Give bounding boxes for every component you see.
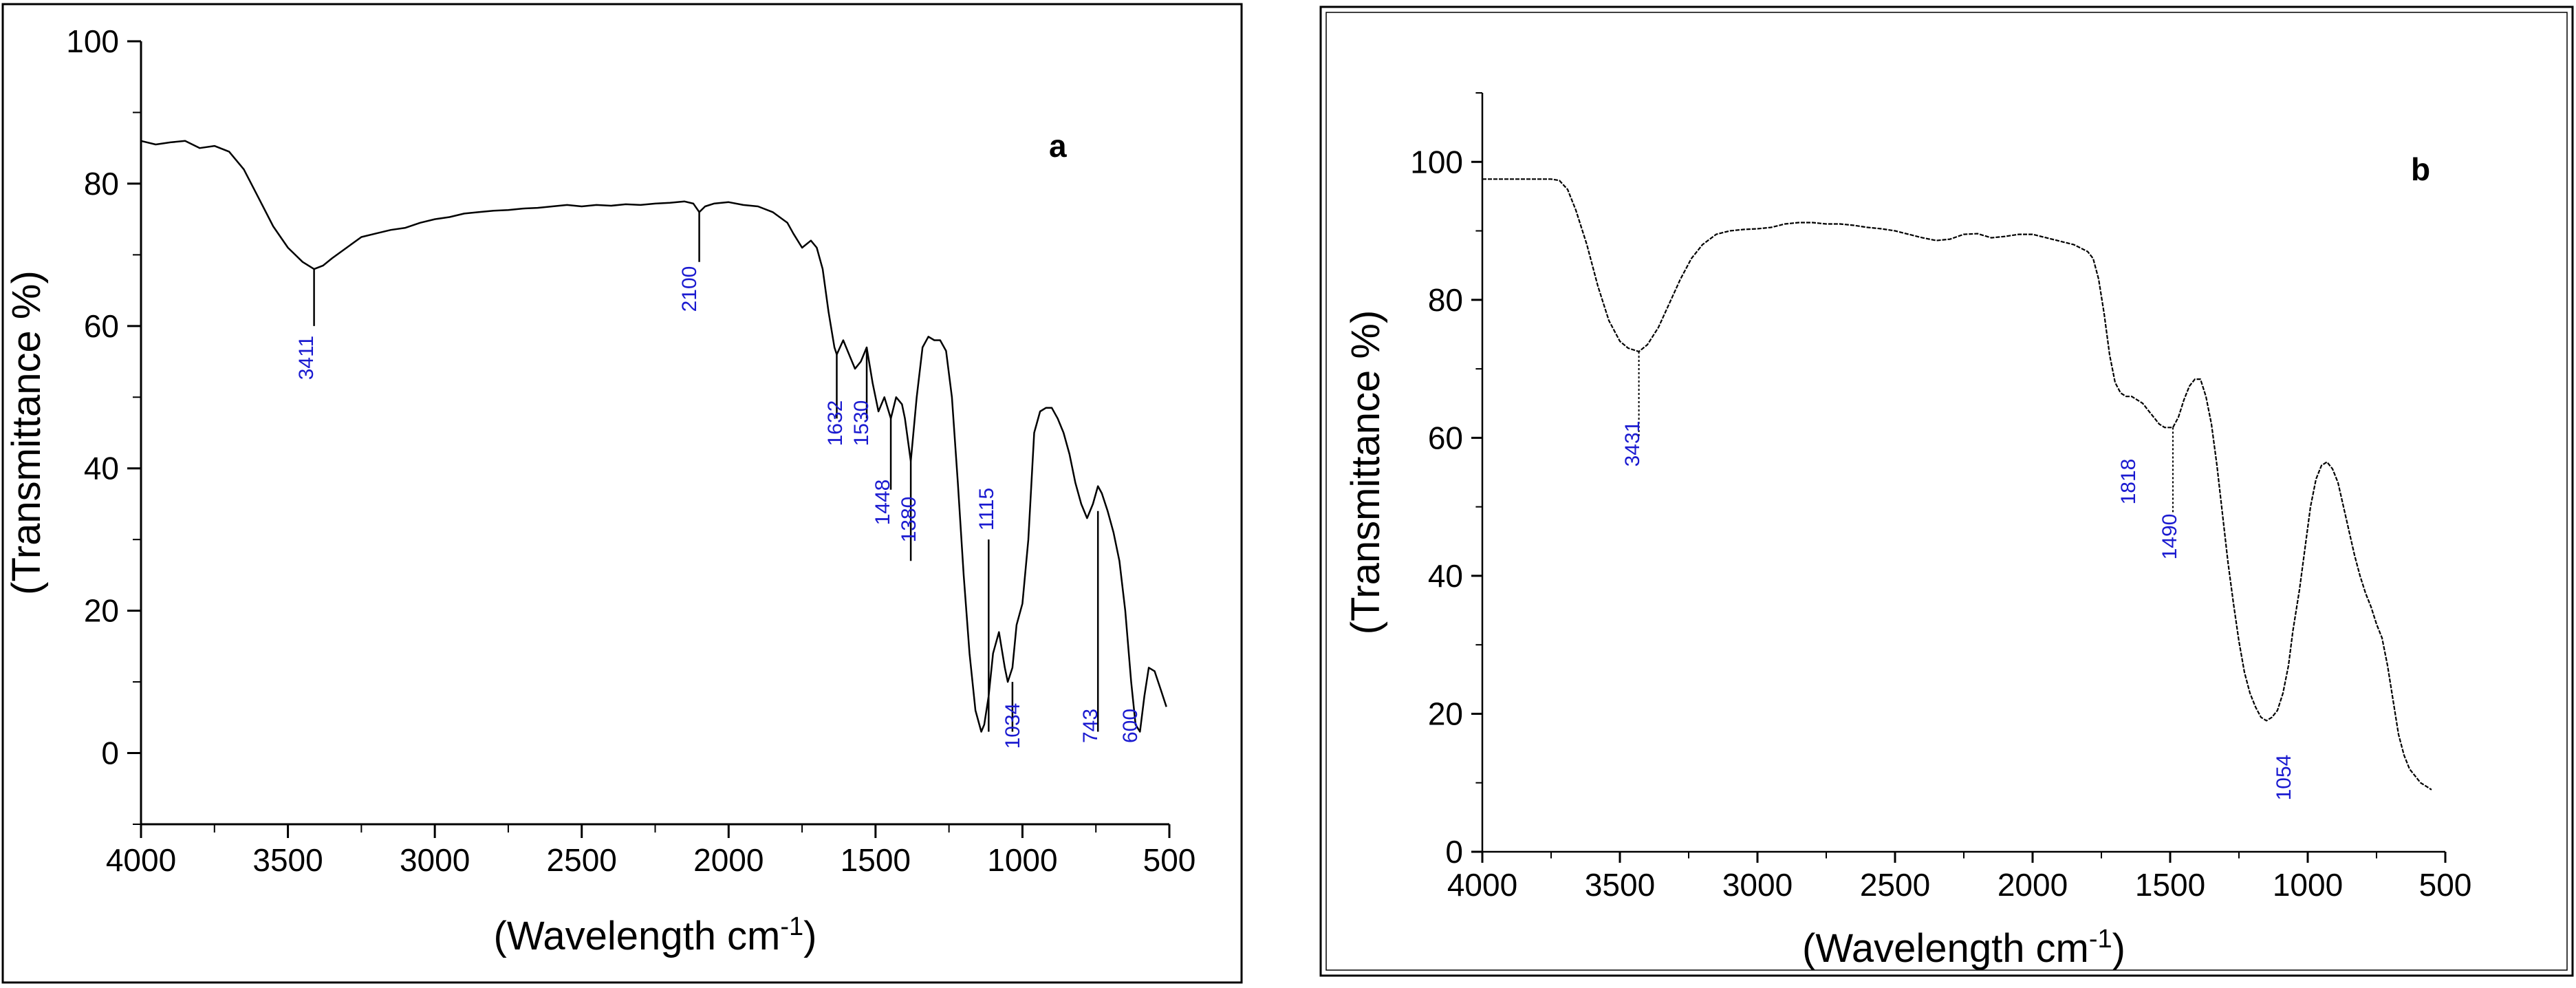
annotation-label: 600: [1119, 709, 1142, 743]
y-tick-label: 0: [1445, 834, 1463, 870]
x-axis-label: (Wavelength cm-1): [1802, 925, 2125, 971]
x-tick-label: 3500: [252, 842, 323, 878]
y-axis-label: (Transmittance %): [4, 270, 49, 595]
annotation-label: 1115: [975, 488, 998, 530]
y-tick-label: 80: [84, 166, 119, 202]
annotation-label: 1380: [898, 497, 920, 543]
y-axis-label: (Transmittance %): [1343, 310, 1388, 635]
spectrum-line: [1482, 178, 2432, 791]
annotation-label: 743: [1079, 709, 1102, 743]
x-tick-label: 2000: [1998, 867, 2068, 903]
x-tick-label: 500: [2419, 867, 2472, 903]
x-tick-label: 3000: [1722, 867, 1793, 903]
annotation-label: 1448: [872, 480, 894, 526]
x-tick-label: 2500: [1860, 867, 1930, 903]
y-tick-label: 100: [1410, 144, 1463, 180]
y-tick-label: 60: [84, 308, 119, 344]
y-tick-label: 80: [1428, 282, 1463, 318]
x-tick-label: 1500: [2135, 867, 2205, 903]
panel-b: 0 20 40 60 80 100 4000 3500 3000 2500 2000 1500 1000…: [1343, 92, 2472, 971]
annotation-label: 1054: [2273, 755, 2295, 801]
x-tick-label: 1500: [841, 842, 911, 878]
annotation-label: 1818: [2117, 459, 2140, 505]
annotation-label: 3431: [1621, 421, 1644, 467]
y-tick-label: 40: [1428, 558, 1463, 594]
annotation-label: 2100: [678, 266, 701, 312]
x-tick-label: 4000: [1447, 867, 1517, 903]
panel-a-frame: [1, 3, 1243, 984]
x-tick-label: 2500: [547, 842, 617, 878]
annotation-label: 1530: [850, 400, 873, 447]
spectrum-line: [140, 140, 1167, 733]
y-tick-label: 100: [66, 23, 119, 59]
y-tick-label: 0: [101, 735, 119, 771]
x-tick-label: 2000: [693, 842, 764, 878]
x-tick-label: 1000: [2273, 867, 2343, 903]
x-tick-label: 500: [1143, 842, 1196, 878]
panel-a: 0 20 40 60 80 100 4000 3500 3000 2500 2000 1500 1000…: [4, 23, 1195, 958]
y-tick-label: 20: [84, 593, 119, 629]
annotation-label: 1034: [1002, 703, 1024, 749]
y-tick-label: 20: [1428, 696, 1463, 731]
x-tick-label: 3000: [400, 842, 470, 878]
annotation-label: 3411: [295, 336, 318, 380]
annotation-label: 1632: [824, 400, 847, 447]
x-tick-label: 3500: [1585, 867, 1655, 903]
y-tick-label: 60: [1428, 420, 1463, 455]
x-axis-label: (Wavelength cm-1): [494, 912, 817, 958]
x-tick-label: 1000: [987, 842, 1057, 878]
panel-b-inner-frame: [1325, 12, 2568, 971]
y-tick-label: 40: [84, 451, 119, 486]
x-tick-label: 4000: [106, 842, 176, 878]
panel-b-frame: [1319, 6, 2574, 977]
panel-label: b: [2411, 151, 2430, 187]
panel-label: a: [1049, 128, 1067, 164]
annotation-label: 1490: [2158, 514, 2181, 560]
